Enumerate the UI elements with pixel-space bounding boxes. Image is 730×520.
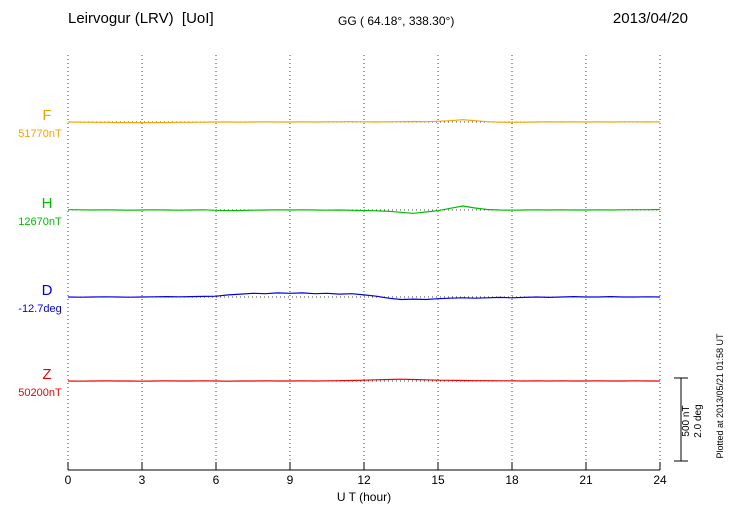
station-title: Leirvogur (LRV) [UoI] [68, 10, 214, 27]
x-tick-label: 12 [357, 473, 371, 487]
plot-timestamp-note: Plotted at 2013/05/21 01:58 UT [715, 333, 725, 459]
series-letter-F: F [42, 107, 52, 124]
trace-Z [67, 378, 660, 382]
x-tick-label: 21 [579, 473, 593, 487]
geographic-coords: GG ( 64.18°, 338.30°) [338, 14, 455, 28]
x-axis-title: U T (hour) [337, 490, 391, 504]
x-tick-label: 15 [431, 473, 445, 487]
plot-date: 2013/04/20 [612, 10, 688, 27]
x-tick-label: 24 [653, 473, 667, 487]
trace-H [67, 205, 661, 214]
series-letter-Z: Z [42, 366, 52, 383]
scalebar-nt-label: 500 nT [681, 405, 692, 436]
series-baseline-value-Z: 50200nT [18, 387, 62, 399]
series-baseline-value-H: 12670nT [18, 216, 62, 228]
x-tick-label: 9 [287, 473, 294, 487]
x-tick-label: 6 [213, 473, 220, 487]
series-letter-H: H [41, 195, 53, 212]
x-tick-label: 3 [139, 473, 146, 487]
series-letter-D: D [41, 282, 53, 299]
series-baseline-value-D: -12.7deg [18, 303, 62, 315]
plot-generated-layer: 0 3 6 9 12 15 18 21 24 [65, 55, 688, 487]
trace-F [67, 119, 661, 124]
trace-D [67, 292, 661, 301]
scalebar-deg-label: 2.0 deg [693, 404, 704, 437]
x-tick-label: 18 [505, 473, 519, 487]
x-tick-label: 0 [65, 473, 72, 487]
series-baseline-value-F: 51770nT [18, 128, 62, 140]
